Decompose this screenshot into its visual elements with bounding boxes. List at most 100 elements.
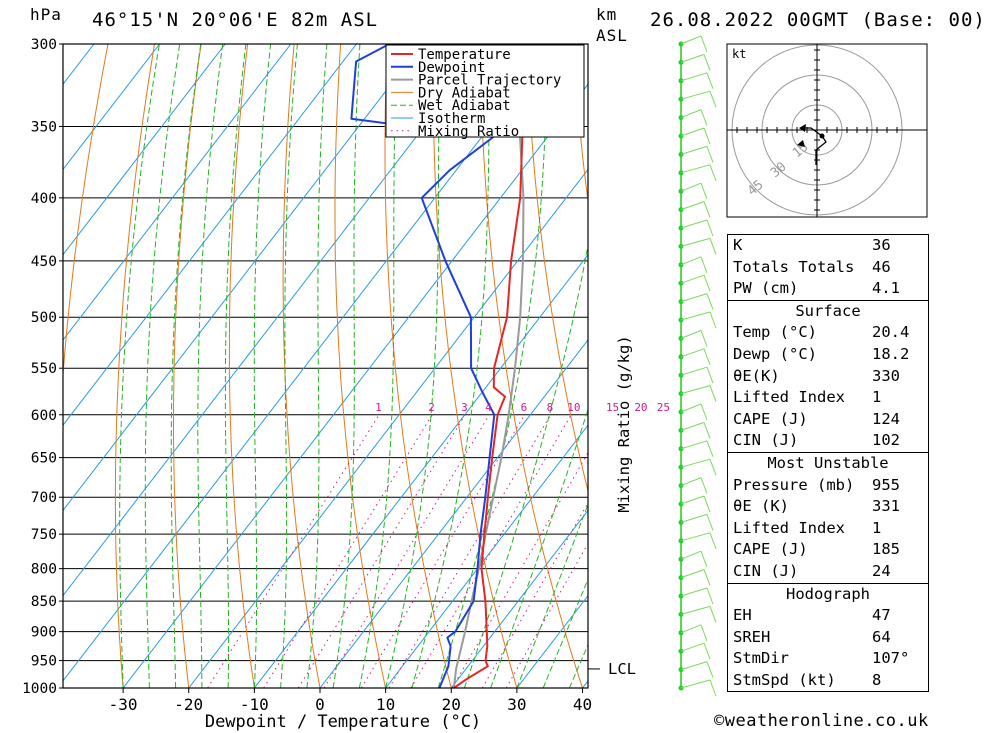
mixing-ratio-line	[297, 414, 466, 688]
mu-theta-label: θE (K)	[733, 497, 789, 516]
km-unit-label: km	[596, 5, 618, 24]
isotherm-line	[63, 44, 357, 426]
isotherm-line	[188, 168, 588, 688]
wind-barb	[680, 201, 705, 211]
wind-barb	[680, 90, 711, 100]
wet-adiabat-line	[144, 44, 181, 688]
wet-adiabat-line	[119, 44, 160, 688]
wet-adiabat-line	[280, 44, 298, 688]
pressure-tick-label: 800	[31, 562, 57, 578]
pressure-tick-label: 300	[31, 37, 57, 53]
pressure-tick-label: 650	[31, 451, 57, 467]
wet-adiabat-line	[411, 44, 491, 688]
wind-barb	[680, 274, 705, 284]
sreh-label: SREH	[733, 627, 771, 646]
wind-barb-flag	[706, 367, 714, 384]
isotherm-line	[385, 424, 588, 688]
isotherm-line	[319, 339, 588, 688]
hodograph-title: Hodograph	[786, 584, 870, 603]
credit-text[interactable]: ©weatheronline.co.uk	[714, 711, 929, 731]
wind-barb	[680, 348, 705, 358]
wind-barb	[680, 605, 711, 615]
surface-dewp-label: Dewp (°C)	[733, 344, 817, 363]
wind-barb-flag	[709, 91, 717, 108]
wind-barb	[680, 642, 705, 652]
wind-barb-flag	[709, 459, 717, 476]
wind-barb-flag	[706, 440, 714, 457]
wind-barb-flag	[706, 293, 714, 310]
wind-barb-flag	[703, 569, 711, 586]
surface-cape-value: 124	[872, 409, 900, 428]
indices-panel: K 36 Totals Totals 46 PW (cm) 4.1 Surface T…	[727, 234, 929, 693]
dry-adiabat-line	[992, 44, 1000, 688]
wind-barb	[680, 72, 708, 82]
wind-barb	[680, 311, 711, 321]
wind-barb-flag	[706, 661, 714, 678]
wind-barb-flag	[703, 201, 711, 218]
asl-unit-label: ASL	[596, 26, 628, 45]
wind-barb-flag	[709, 385, 717, 402]
surface-temp-value: 20.4	[872, 323, 910, 342]
pw-label: PW (cm)	[733, 279, 799, 298]
k-index-label: K	[733, 236, 743, 254]
temperature-line	[453, 44, 524, 688]
isotherm-line	[63, 44, 226, 256]
wind-barb-flag	[700, 109, 708, 126]
mixing-ratio-label: 8	[547, 401, 554, 414]
wet-adiabat-line	[358, 44, 398, 688]
wind-barb-flag	[703, 643, 711, 660]
isotherm-line	[0, 44, 28, 688]
wind-barb-flag	[700, 403, 708, 421]
shear-arrow	[797, 140, 805, 147]
surface-theta-label: θE(K)	[733, 366, 780, 385]
wet-adiabat-line	[170, 44, 202, 688]
wind-barb-flag	[703, 348, 711, 365]
wind-barb-flag	[709, 532, 717, 549]
parcel-trajectory-line	[452, 44, 525, 688]
wind-barb	[680, 587, 708, 597]
storm-motion-dot	[819, 133, 825, 139]
pressure-tick-label: 600	[31, 408, 57, 424]
pressure-tick-label: 450	[31, 254, 57, 270]
hodograph-trace	[803, 127, 827, 165]
wind-barb-flag	[703, 54, 711, 71]
isotherm-line	[253, 253, 588, 688]
wind-barb	[680, 237, 711, 247]
wind-barb-flag	[709, 164, 717, 181]
wind-barb	[680, 219, 708, 229]
wind-barb-flag	[706, 72, 714, 89]
pressure-tick-label: 1000	[22, 681, 57, 697]
pressure-tick-label: 950	[31, 654, 57, 670]
wind-barb	[680, 403, 702, 413]
wet-adiabat-line	[385, 44, 441, 688]
wind-barb	[680, 293, 708, 303]
mixing-ratio-line	[360, 414, 526, 688]
wind-barb	[680, 421, 705, 431]
dry-adiabat-line	[63, 44, 109, 381]
isotherm-line	[63, 44, 160, 171]
mixing-ratio-line	[451, 451, 588, 688]
x-axis-label: Dewpoint / Temperature (°C)	[205, 712, 481, 732]
plot-area	[0, 44, 1000, 688]
legend-entry: Parcel Trajectory	[418, 73, 561, 89]
legend-entry: Isotherm	[418, 111, 485, 127]
pressure-tick-label: 350	[31, 119, 57, 135]
mu-cape-value: 185	[872, 540, 900, 559]
wind-barb	[680, 513, 708, 523]
surface-cin-value: 102	[872, 431, 900, 450]
dry-adiabat-line	[479, 44, 583, 688]
mu-cin-label: CIN (J)	[733, 561, 799, 580]
lcl-label: LCL	[608, 660, 636, 678]
wind-barb-flag	[700, 330, 708, 347]
mixing-ratio-axis-label: Mixing Ratio (g/kg)	[615, 335, 633, 512]
wind-barb-flag	[700, 256, 708, 273]
mu-cape-label: CAPE (J)	[733, 540, 808, 559]
surface-temp-label: Temp (°C)	[733, 323, 817, 342]
mixing-ratio-line	[323, 414, 490, 688]
wind-barb	[680, 366, 708, 376]
temperature-tick-label: -10	[240, 695, 269, 714]
mu-li-label: Lifted Index	[733, 518, 845, 537]
wind-barb-flag	[706, 146, 714, 163]
stmdir-value: 107°	[872, 649, 910, 668]
